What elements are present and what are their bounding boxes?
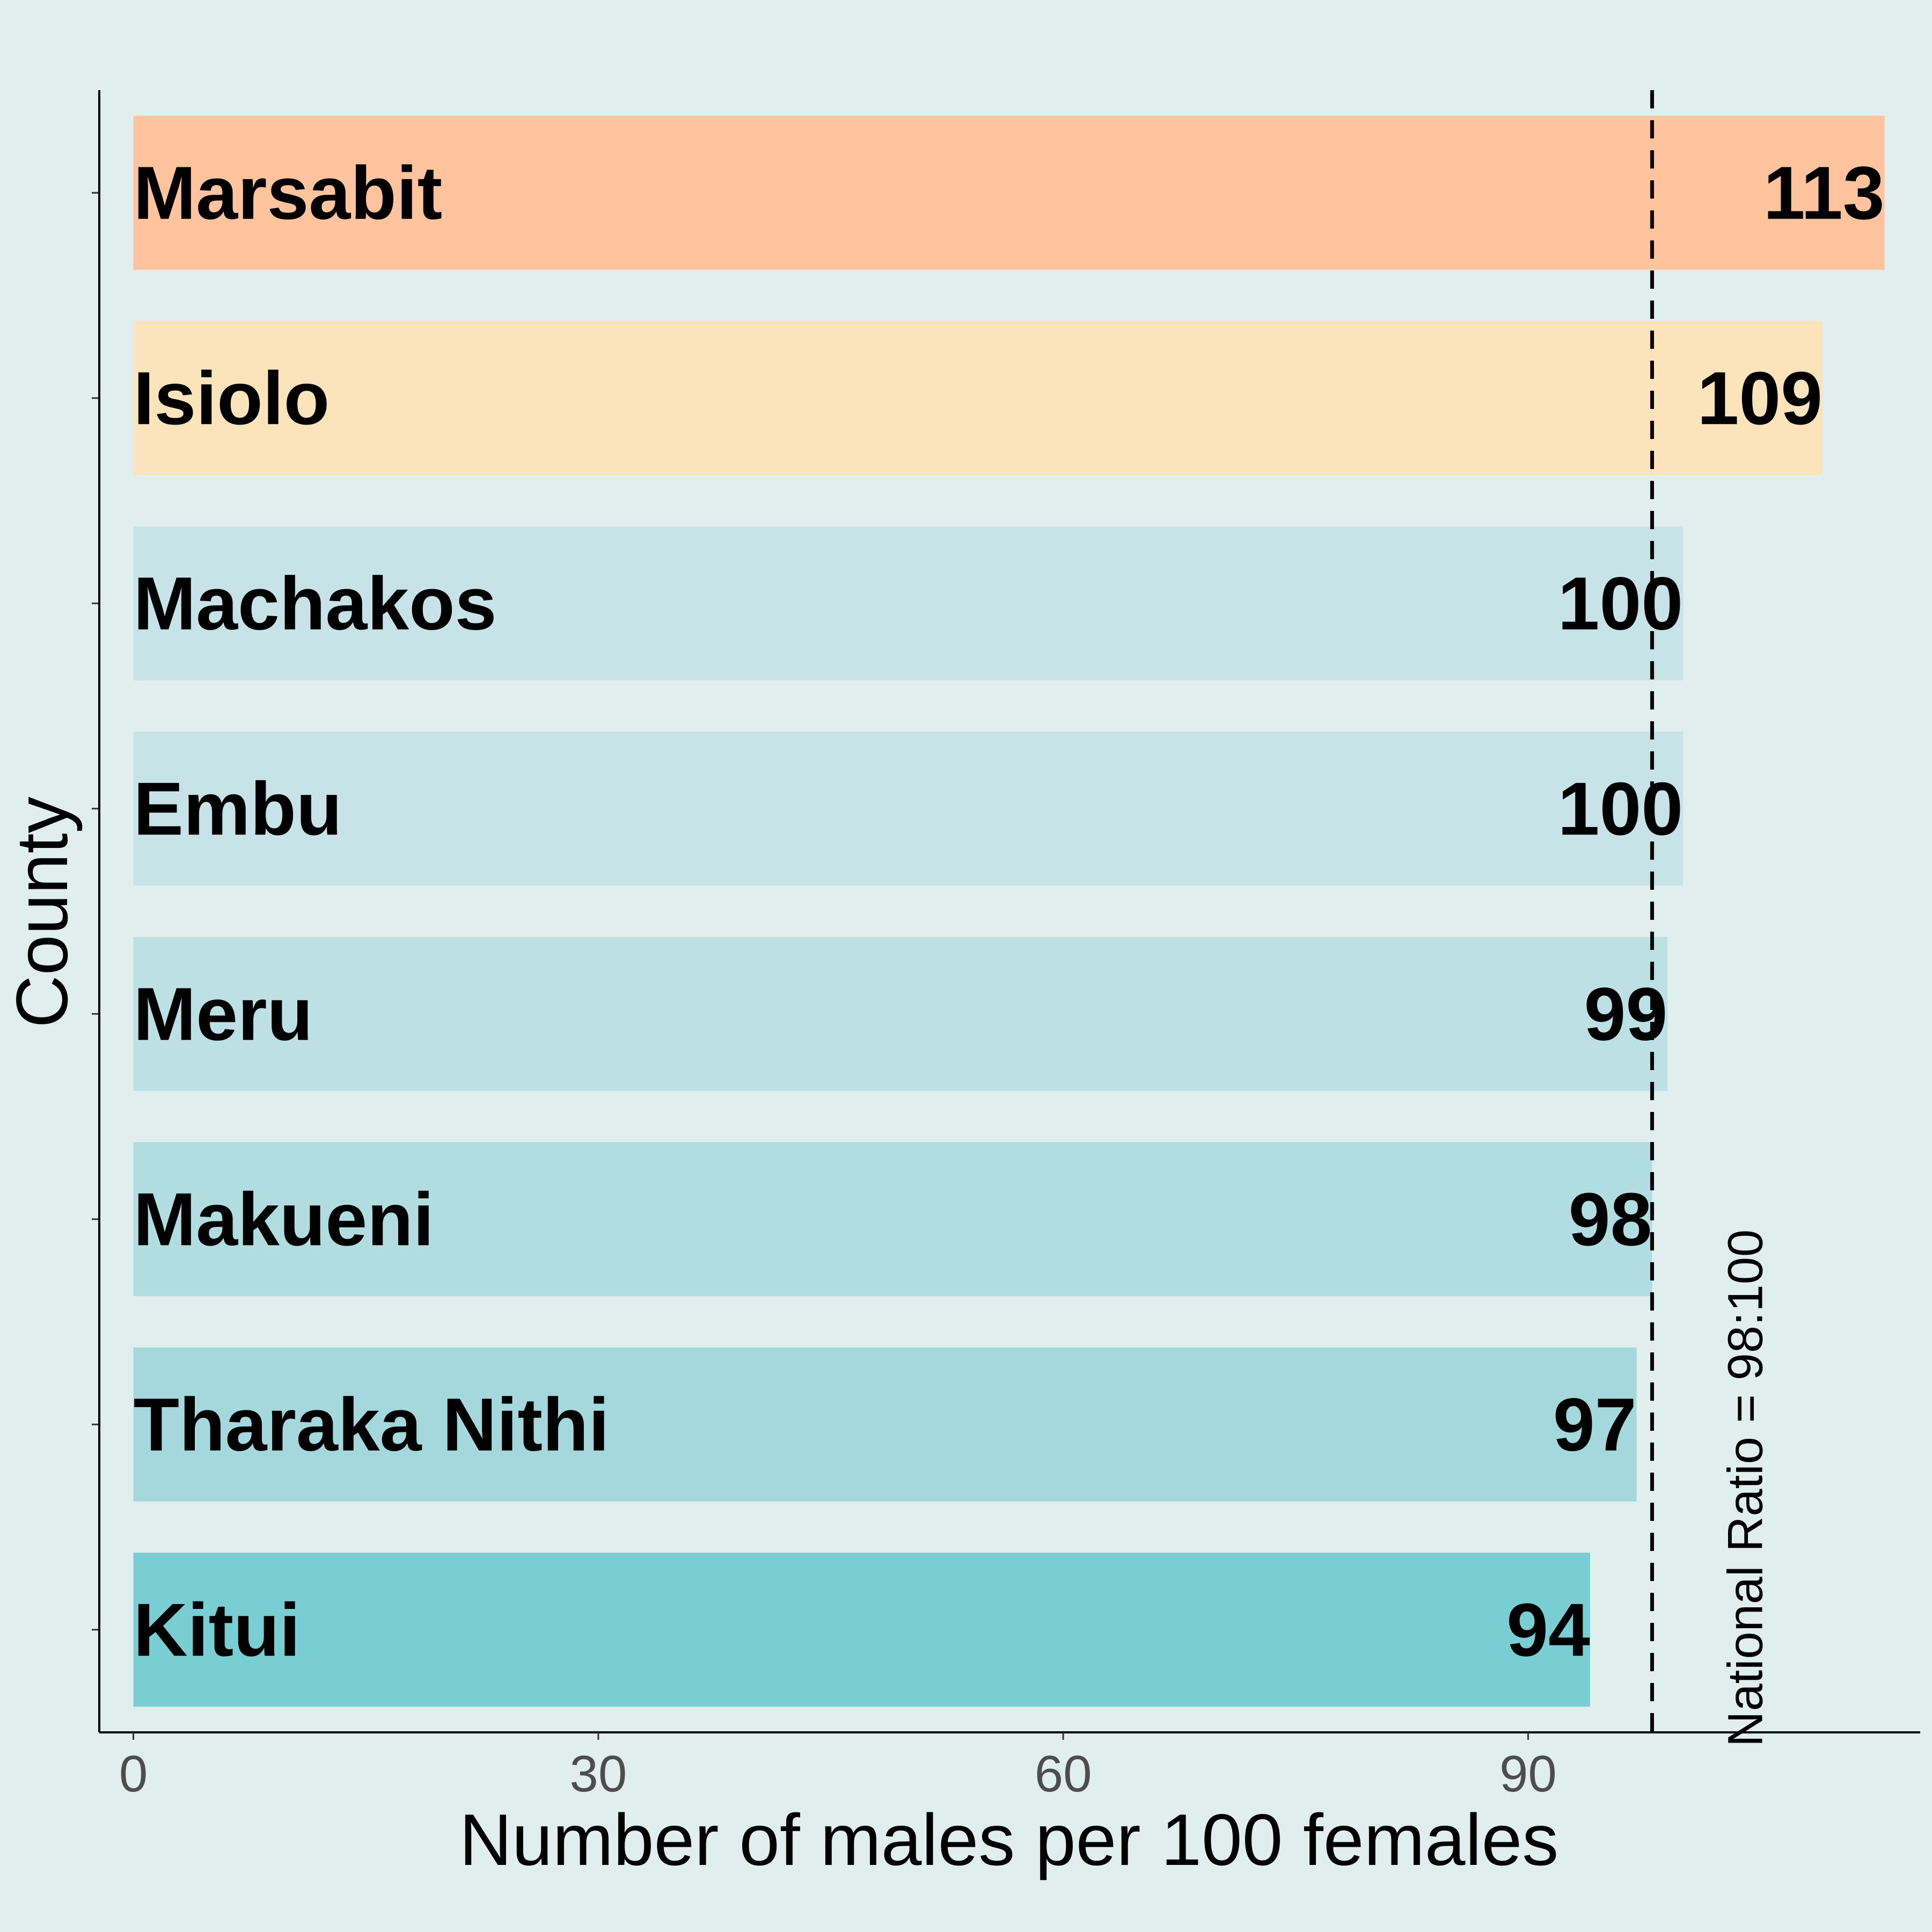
bar bbox=[133, 1347, 1637, 1502]
y-axis-title: County bbox=[1, 797, 83, 1028]
bar bbox=[133, 526, 1684, 680]
bar bbox=[133, 321, 1823, 475]
x-tick-label: 90 bbox=[1499, 1745, 1557, 1803]
x-tick-label: 30 bbox=[569, 1745, 627, 1803]
bar bbox=[133, 731, 1684, 886]
reference-line-layer: National Ratio = 98:100 bbox=[1650, 90, 1773, 1747]
county-label: Marsabit bbox=[134, 151, 443, 235]
county-label: Isiolo bbox=[134, 356, 330, 440]
value-label: 100 bbox=[1558, 561, 1684, 646]
value-label: 109 bbox=[1697, 356, 1823, 440]
national-ratio-label: National Ratio = 98:100 bbox=[1718, 1230, 1773, 1747]
bar bbox=[133, 1142, 1652, 1297]
county-label: Meru bbox=[134, 972, 313, 1056]
bar bbox=[133, 115, 1885, 270]
value-label: 94 bbox=[1506, 1587, 1590, 1672]
value-label: 100 bbox=[1558, 766, 1684, 851]
value-label: 97 bbox=[1553, 1382, 1637, 1467]
axes-layer: 0 30 60 90 bbox=[92, 90, 1920, 1803]
bar bbox=[133, 936, 1668, 1091]
bars-layer bbox=[133, 115, 1885, 1707]
county-label: Makueni bbox=[134, 1177, 434, 1261]
county-label: Machakos bbox=[134, 561, 497, 646]
county-label: Embu bbox=[134, 766, 342, 851]
value-label: 113 bbox=[1763, 151, 1885, 235]
county-label: Tharaka Nithi bbox=[134, 1382, 610, 1467]
bar bbox=[133, 1553, 1590, 1707]
x-tick-label: 0 bbox=[119, 1745, 148, 1803]
labels-layer: Marsabit 113 Isiolo 109 Machakos 100 Embu 100 Me… bbox=[134, 151, 1885, 1672]
x-tick-label: 60 bbox=[1035, 1745, 1092, 1803]
value-label: 98 bbox=[1569, 1177, 1652, 1261]
county-label: Kitui bbox=[134, 1587, 301, 1672]
value-label: 99 bbox=[1584, 972, 1668, 1056]
x-axis-title: Number of males per 100 females bbox=[459, 1799, 1559, 1880]
